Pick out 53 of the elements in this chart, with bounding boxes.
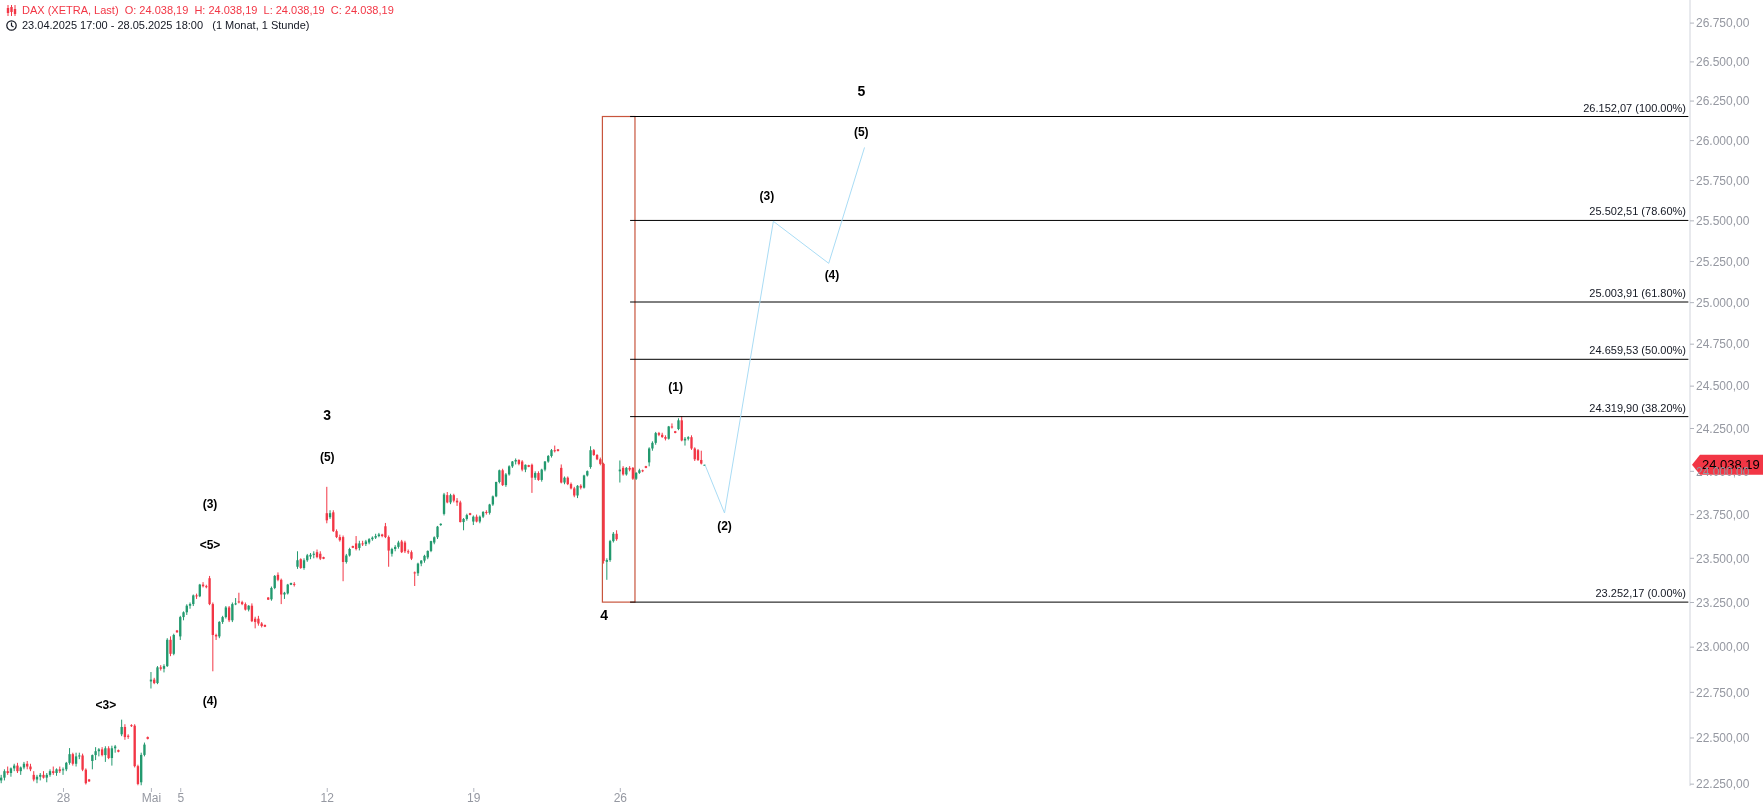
y-tick-label: 24.750,00	[1696, 337, 1750, 352]
ref-line-label: 25.003,91 (61.80%)	[1589, 287, 1686, 300]
ref-line-label: 26.152,07 (100.00%)	[1583, 101, 1686, 114]
candlestick	[485, 509, 488, 516]
y-tick-label: 23.250,00	[1696, 595, 1750, 610]
y-tick-label: 23.750,00	[1696, 507, 1750, 522]
annotation: (5)	[853, 125, 869, 140]
y-tick-label: 22.250,00	[1696, 777, 1750, 792]
x-tick-label: 26	[613, 791, 628, 805]
y-tick-label: 23.500,00	[1696, 551, 1750, 566]
annotation: (1)	[668, 380, 684, 395]
annotation: <5>	[199, 538, 221, 553]
annotation: 5	[857, 82, 866, 99]
y-tick-label: 25.750,00	[1696, 173, 1750, 188]
y-tick-label: 24.500,00	[1696, 379, 1750, 394]
x-tick-label: 19	[467, 791, 481, 805]
candlestick	[670, 422, 674, 429]
x-tick-label: 12	[320, 791, 335, 805]
candlestick	[231, 602, 234, 623]
ref-line-label: 24.659,53 (50.00%)	[1589, 344, 1686, 357]
y-tick-label: 22.500,00	[1696, 731, 1750, 746]
y-tick-label: 25.250,00	[1696, 254, 1750, 269]
candlestick	[413, 571, 416, 587]
x-tick-label: Mai	[141, 791, 162, 805]
annotation: (4)	[202, 694, 218, 708]
annotation: (3)	[759, 189, 775, 204]
annotation: 4	[600, 606, 609, 623]
annotation: (4)	[824, 268, 840, 283]
annotation: (5)	[319, 450, 335, 465]
candlestick	[156, 665, 159, 685]
y-tick-label: 22.750,00	[1696, 685, 1750, 700]
chart-title: DAX (XETRA, Last) O: 24.038,19 H: 24.038,19 L: 24.038,19 C: 24.038,19	[22, 3, 394, 18]
y-tick-label: 25.000,00	[1696, 295, 1750, 310]
ref-line-label: 23.252,17 (0.00%)	[1595, 587, 1686, 600]
candlestick	[169, 635, 172, 657]
candlestick	[293, 581, 296, 588]
y-tick-label: 26.000,00	[1696, 133, 1750, 148]
ref-line-label: 25.502,51 (78.60%)	[1589, 205, 1686, 218]
text: 23.04.2025 17:00 - 28.05.2025 18:00 (1 Monat, 1 Stunde)	[22, 18, 310, 33]
y-tick-label: 25.500,00	[1696, 214, 1750, 229]
y-tick-label: 26.500,00	[1696, 55, 1750, 70]
candlestick	[589, 445, 592, 470]
y-tick-label: 26.250,00	[1696, 94, 1750, 109]
x-tick-label: 5	[177, 791, 185, 805]
annotation: <3>	[95, 698, 117, 713]
annotation: (3)	[202, 496, 218, 511]
ref-line-label: 24.319,90 (38.20%)	[1589, 401, 1686, 414]
y-tick-label: 26.750,00	[1696, 16, 1750, 31]
annotation: 3	[323, 407, 332, 424]
y-tick-label: 24.250,00	[1696, 421, 1750, 436]
x-tick-label: 28	[56, 791, 71, 805]
y-tick-label: 23.000,00	[1696, 640, 1750, 655]
annotation: (2)	[717, 519, 732, 534]
